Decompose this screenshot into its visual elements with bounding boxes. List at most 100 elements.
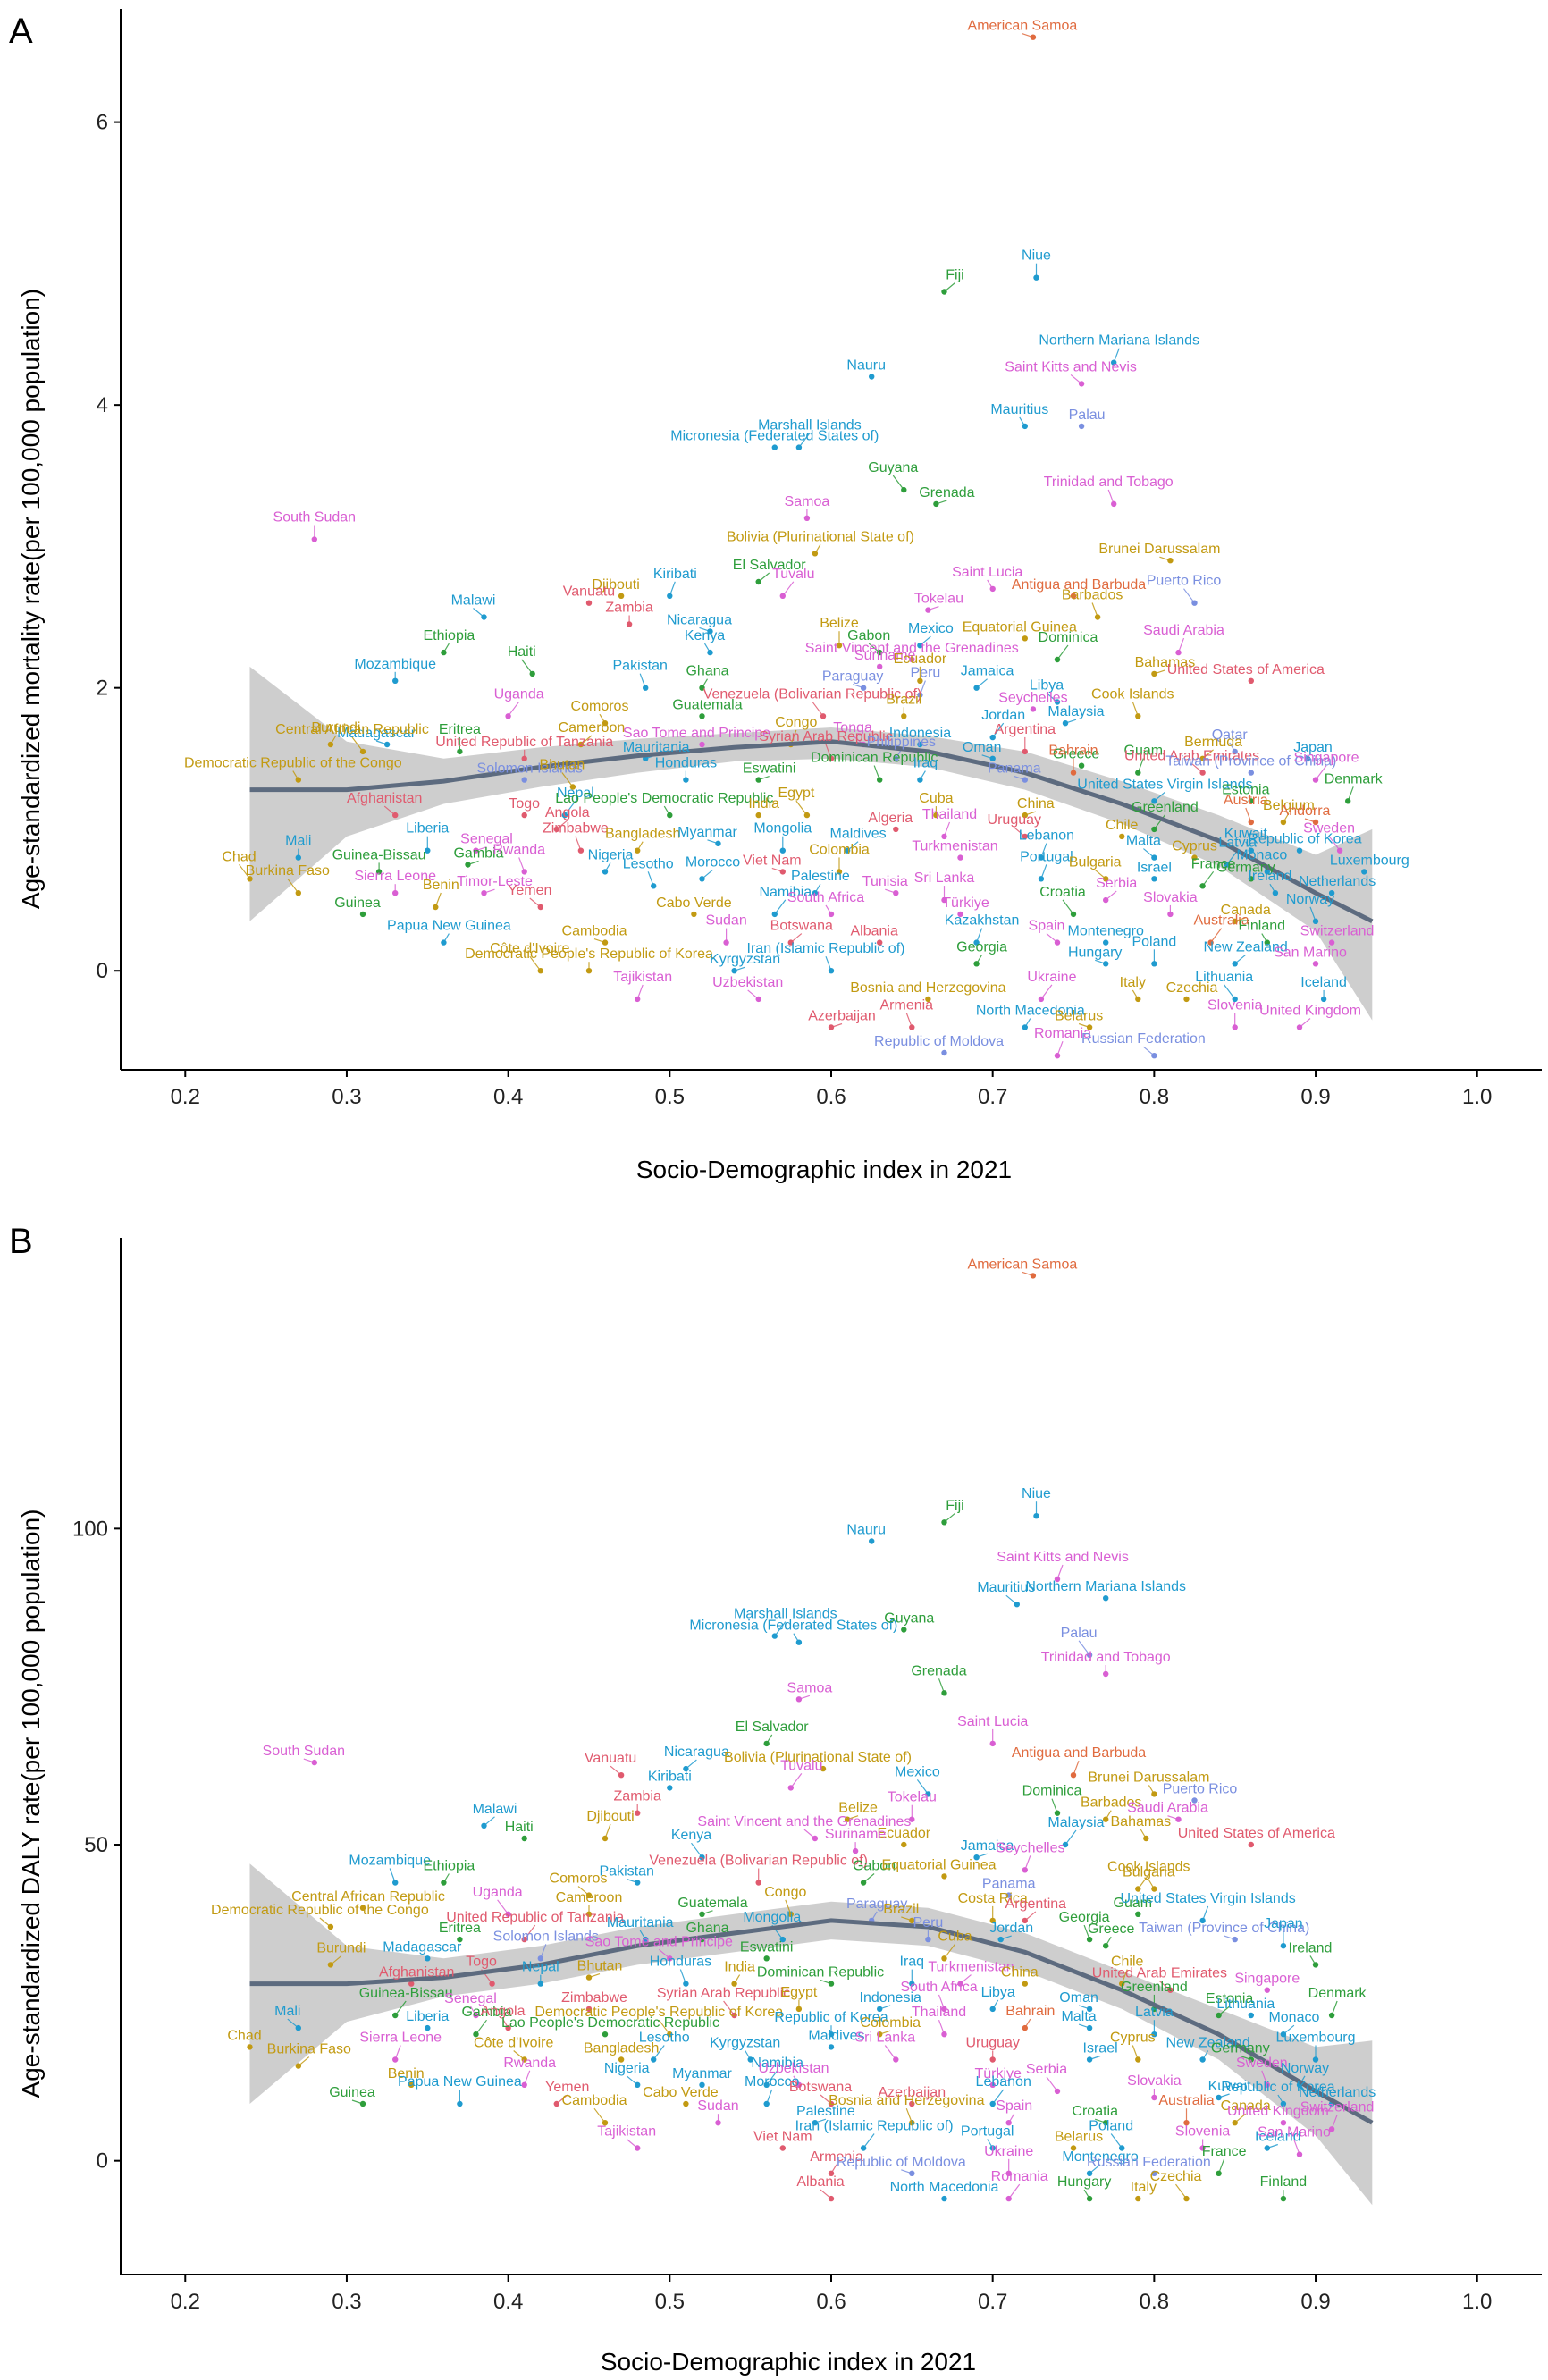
- panel-b-label-burundi: Burundi: [316, 1940, 366, 1955]
- panel-a-leader-egypt: [795, 800, 808, 816]
- panel-b-point-ireland: [1312, 1962, 1319, 1968]
- panel-b-label-grenada: Grenada: [911, 1663, 966, 1678]
- panel-a-point-belarus: [1086, 1024, 1093, 1030]
- panel-b-point-ukraine: [1005, 2170, 1012, 2176]
- panel-a-label-congo: Congo: [775, 715, 817, 730]
- panel-a-label-malaysia: Malaysia: [1047, 704, 1104, 719]
- panel-b-label-bosnia-and-herzegovina: Bosnia and Herzegovina: [829, 2093, 984, 2108]
- panel-b-label-vanuatu: Vanuatu: [585, 1751, 636, 1766]
- panel-b-label-botswana: Botswana: [789, 2080, 852, 2095]
- panel-b-point-mongolia: [779, 1936, 786, 1943]
- panel-a-label-botswana: Botswana: [770, 919, 833, 934]
- panel-a-label-zambia: Zambia: [605, 601, 652, 616]
- panel-a-label-guyana: Guyana: [868, 460, 918, 475]
- panel-a-label-malta: Malta: [1126, 834, 1161, 849]
- panel-b-label-eswatini: Eswatini: [740, 1939, 794, 1955]
- panel-a-label-gambia: Gambia: [453, 846, 503, 862]
- panel-b-leader-lebanon: [992, 2089, 1005, 2105]
- panel-a-label-latvia: Latvia: [1218, 836, 1257, 851]
- panel-b-x-tick-label-0-4: 0.4: [493, 2290, 523, 2314]
- panel-b-point-cabo-verde: [683, 2100, 689, 2107]
- panel-a-label-guinea-bissau: Guinea-Bissau: [332, 847, 426, 862]
- panel-b-label-bahamas: Bahamas: [1111, 1814, 1172, 1829]
- panel-a-label-honduras: Honduras: [655, 756, 717, 771]
- panel-b-point-monaco: [1280, 2031, 1287, 2038]
- panel-b-point-turkmenistan: [957, 1981, 963, 1987]
- panel-a-x-tick-label-0-9: 0.9: [1300, 1085, 1330, 1109]
- panel-b-label-hungary: Hungary: [1057, 2174, 1111, 2190]
- panel-a-point-sweden: [1336, 847, 1343, 854]
- panel-b-point-san-marino: [1296, 2151, 1303, 2157]
- panel-b-point-democratic-republic-of-the-congo: [327, 1923, 334, 1930]
- panel-a-label-bermuda: Bermuda: [1184, 735, 1242, 750]
- panel-a-label-namibia: Namibia: [759, 885, 812, 900]
- panel-a-label-colombia: Colombia: [809, 842, 870, 857]
- panel-b-label-malawi: Malawi: [473, 1802, 517, 1817]
- panel-a-label-saint-vincent-and-the-grenadines: Saint Vincent and the Grenadines: [805, 641, 1019, 656]
- panel-a-x-tick-label-0-8: 0.8: [1140, 1085, 1169, 1109]
- panel-b-point-singapore: [1264, 1987, 1271, 1993]
- panel-a-label-malawi: Malawi: [451, 593, 496, 609]
- panel-b-point-tajikistan: [635, 2145, 641, 2151]
- panel-b-point-botswana: [828, 2100, 835, 2107]
- panel-b-point-zimbabwe: [585, 2006, 593, 2013]
- panel-b-point-oman: [1086, 2006, 1093, 2013]
- panel-a-leader-jordan: [992, 722, 1005, 738]
- panel-b-label-angola: Angola: [481, 2004, 526, 2019]
- panel-b-y-tick-label-100: 100: [72, 1517, 108, 1541]
- panel-b-point-georgia: [1086, 1936, 1093, 1943]
- panel-a-label-slovakia: Slovakia: [1143, 890, 1198, 905]
- panel-a-point-peru: [917, 692, 923, 698]
- panel-b-point-italy: [1135, 2195, 1141, 2202]
- panel-a-label-cabo-verde: Cabo Verde: [656, 896, 732, 911]
- panel-a-point-greenland: [1151, 826, 1157, 833]
- panel-a-label-cambodia: Cambodia: [562, 924, 627, 939]
- panel-a-letter: A: [9, 12, 33, 51]
- panel-a-label-sweden: Sweden: [1303, 821, 1355, 837]
- panel-b-point-iraq: [909, 1981, 915, 1987]
- panel-a-point-kyrgyzstan: [731, 968, 737, 974]
- panel-b-label-thailand: Thailand: [912, 2005, 966, 2020]
- panel-b-point-republic-of-korea: [1280, 2100, 1287, 2107]
- panel-a-point-ethiopia: [441, 649, 447, 656]
- panel-b-label-nepal: Nepal: [522, 1960, 559, 1975]
- panel-b-label-guyana: Guyana: [884, 1611, 934, 1627]
- panel-b-label-lao-people-s-democratic-republic: Lao People's Democratic Republic: [501, 2015, 719, 2031]
- panel-b-point-costa-rica: [989, 1917, 996, 1924]
- panel-a-point-taiwan-province-of-china: [1248, 770, 1255, 776]
- panel-a-label-montenegro: Montenegro: [1068, 924, 1144, 939]
- panel-a-label-timor-leste: Timor-Leste: [457, 874, 533, 889]
- panel-a-point-ecuador: [917, 677, 923, 684]
- panel-a-label-singapore: Singapore: [1294, 751, 1359, 766]
- panel-a-x-tick-label-0-6: 0.6: [816, 1085, 846, 1109]
- panel-b-label-croatia: Croatia: [1072, 2104, 1118, 2119]
- panel-a-label-turkiye: Türkiye: [942, 896, 989, 911]
- panel-b-point-latvia: [1151, 2031, 1157, 2038]
- panel-b-point-finland: [1280, 2195, 1287, 2202]
- panel-b-point-belize: [844, 1816, 851, 1822]
- panel-a-point-lithuania: [1232, 996, 1238, 1003]
- panel-b-label-sri-lanka: Sri Lanka: [855, 2031, 916, 2046]
- panel-b-point-albania: [828, 2195, 835, 2202]
- panel-a-point-belgium: [1280, 819, 1287, 826]
- panel-a-label-saudi-arabia: Saudi Arabia: [1143, 623, 1224, 638]
- panel-a-point-morocco: [699, 876, 705, 882]
- panel-b-point-suriname: [852, 1847, 859, 1854]
- panel-a-label-zimbabwe: Zimbabwe: [543, 821, 609, 837]
- panel-a-point-guam: [1135, 770, 1141, 776]
- panel-a-point-uruguay: [1022, 833, 1029, 840]
- panel-b-point-bangladesh: [618, 2056, 625, 2063]
- panel-a-label-samoa: Samoa: [785, 494, 830, 509]
- panel-a-label-argentina: Argentina: [995, 722, 1056, 737]
- panel-a-label-eswatini: Eswatini: [743, 761, 796, 777]
- panel-a-label-india: India: [748, 796, 779, 812]
- panel-a-point-nauru: [869, 374, 875, 380]
- panel-b-label-malta: Malta: [1062, 2009, 1097, 2024]
- panel-b-point-north-macedonia: [941, 2195, 947, 2202]
- panel-a-point-bhutan: [569, 784, 576, 790]
- panel-b-label-new-zealand: New Zealand: [1165, 2036, 1249, 2051]
- panel-b-point-new-zealand: [1199, 2056, 1206, 2063]
- panel-b-letter: B: [9, 1222, 33, 1261]
- panel-b-label-republic-of-korea: Republic of Korea: [774, 2010, 888, 2025]
- panel-a-point-ukraine: [1038, 996, 1045, 1003]
